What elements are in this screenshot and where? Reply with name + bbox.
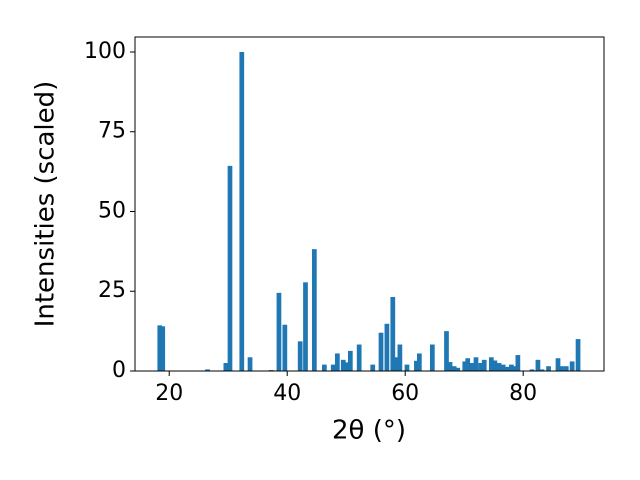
bar	[469, 363, 475, 371]
bar	[455, 367, 461, 371]
bar	[496, 363, 502, 371]
bar	[444, 331, 449, 371]
bar	[397, 344, 403, 371]
bar	[297, 341, 303, 371]
bar	[535, 359, 541, 371]
bar	[515, 355, 521, 371]
bar	[303, 282, 308, 371]
bar	[356, 344, 362, 371]
x-tick-label: 40	[273, 381, 301, 406]
bar	[227, 165, 233, 371]
x-tick-label: 60	[391, 381, 419, 406]
x-tick-label: 80	[509, 381, 537, 406]
bar	[390, 296, 396, 371]
bar	[404, 364, 410, 371]
bar	[539, 369, 545, 371]
bar	[563, 366, 569, 371]
bar	[378, 332, 384, 371]
bar	[478, 363, 484, 371]
bar	[451, 366, 457, 371]
bar	[247, 357, 253, 371]
bar	[473, 357, 479, 371]
bar	[223, 363, 229, 371]
bar	[322, 364, 327, 371]
bar	[311, 249, 317, 371]
bar	[330, 364, 336, 371]
bar	[347, 350, 353, 371]
bar	[205, 369, 210, 371]
plot-frame	[134, 36, 605, 372]
bar	[529, 369, 535, 371]
bar	[414, 360, 419, 371]
y-tick-label: 100	[84, 39, 126, 64]
bar	[429, 344, 435, 371]
bar	[462, 361, 468, 371]
bar	[384, 323, 390, 371]
bar	[344, 362, 350, 371]
bar	[334, 353, 340, 371]
bar	[512, 366, 518, 371]
bar	[393, 357, 399, 371]
bar	[160, 326, 166, 371]
bar	[416, 353, 422, 371]
bar	[340, 359, 346, 371]
bar	[370, 364, 376, 371]
y-tick-label: 50	[98, 198, 126, 223]
bar	[481, 359, 487, 371]
bar	[504, 366, 510, 371]
bar	[546, 366, 551, 371]
bar	[509, 364, 514, 371]
bar	[157, 325, 163, 371]
bar	[465, 358, 471, 371]
bar	[492, 360, 498, 371]
y-tick-label: 75	[98, 119, 126, 144]
bar	[276, 292, 282, 371]
bar	[555, 358, 561, 371]
bar	[575, 339, 581, 371]
bar	[488, 357, 494, 371]
x-tick-label: 20	[155, 381, 183, 406]
bar	[569, 361, 575, 371]
x-axis-label: 2θ (°)	[332, 416, 406, 446]
bar	[282, 324, 288, 371]
bar	[447, 362, 453, 371]
bar	[500, 364, 506, 371]
y-axis-label: Intensities (scaled)	[31, 81, 61, 328]
bar	[559, 366, 564, 371]
y-tick-label: 25	[98, 278, 126, 303]
y-tick-label: 0	[112, 358, 126, 383]
bar	[239, 51, 245, 371]
